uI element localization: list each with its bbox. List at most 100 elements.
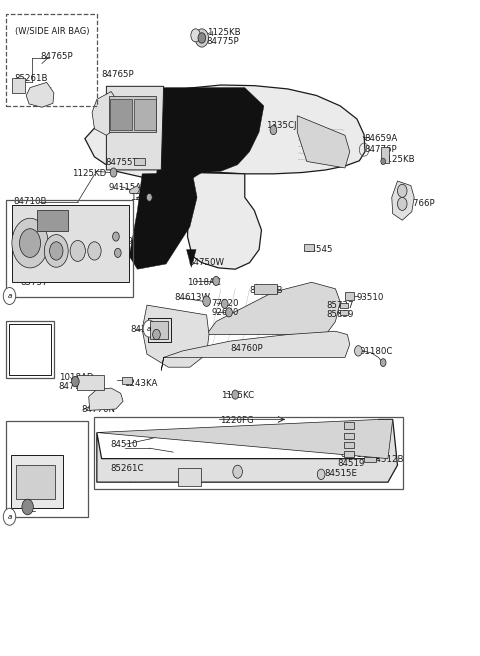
Text: a: a xyxy=(7,293,12,299)
Polygon shape xyxy=(297,115,350,168)
Circle shape xyxy=(88,242,101,260)
Text: 1125KB: 1125KB xyxy=(381,155,414,164)
Circle shape xyxy=(233,465,242,478)
Polygon shape xyxy=(129,173,197,269)
Bar xyxy=(94,417,403,489)
Polygon shape xyxy=(137,88,264,266)
Text: 1249EB: 1249EB xyxy=(72,226,106,234)
Polygon shape xyxy=(26,83,54,107)
Text: 95100G: 95100G xyxy=(24,456,58,465)
Text: 84770N: 84770N xyxy=(82,405,116,414)
Text: 1125KD: 1125KD xyxy=(72,169,106,178)
Bar xyxy=(134,98,156,130)
Circle shape xyxy=(213,276,219,285)
Polygon shape xyxy=(107,87,164,170)
Bar xyxy=(381,147,389,163)
Circle shape xyxy=(12,218,48,268)
Text: 84775P: 84775P xyxy=(206,37,239,47)
Text: 85261C: 85261C xyxy=(110,464,144,473)
Circle shape xyxy=(143,320,156,337)
Bar xyxy=(340,310,348,315)
Text: 84545: 84545 xyxy=(306,245,333,254)
Circle shape xyxy=(72,377,79,387)
Text: 1018AC: 1018AC xyxy=(188,277,221,287)
Text: 84510: 84510 xyxy=(110,440,138,449)
Circle shape xyxy=(203,296,210,306)
Circle shape xyxy=(381,158,385,165)
Circle shape xyxy=(44,235,68,267)
Circle shape xyxy=(195,29,208,47)
Bar xyxy=(148,318,171,342)
Circle shape xyxy=(380,359,386,367)
Text: 95110: 95110 xyxy=(17,483,45,492)
Text: 84750W: 84750W xyxy=(189,258,225,267)
Text: 84755T: 84755T xyxy=(106,157,138,167)
Text: 1220FG: 1220FG xyxy=(220,417,254,425)
Polygon shape xyxy=(392,181,414,220)
Text: 1249EB: 1249EB xyxy=(130,193,164,202)
Text: 84766P: 84766P xyxy=(402,199,435,209)
Polygon shape xyxy=(92,92,120,135)
Bar xyxy=(110,98,132,130)
Circle shape xyxy=(3,287,16,304)
Circle shape xyxy=(397,197,407,211)
Bar xyxy=(121,377,132,384)
Text: 1243KA: 1243KA xyxy=(123,379,157,388)
Bar xyxy=(150,321,168,339)
Polygon shape xyxy=(142,305,209,367)
Text: 93510: 93510 xyxy=(357,293,384,302)
Bar xyxy=(344,422,354,428)
Text: 94115A: 94115A xyxy=(109,183,142,192)
Polygon shape xyxy=(206,282,340,335)
Text: 84659A: 84659A xyxy=(364,134,397,143)
Polygon shape xyxy=(97,419,393,459)
Bar xyxy=(178,468,201,486)
Circle shape xyxy=(113,232,119,241)
Bar xyxy=(254,284,277,294)
Text: 84770M: 84770M xyxy=(59,382,94,391)
Bar xyxy=(9,324,51,375)
Polygon shape xyxy=(187,250,196,267)
Circle shape xyxy=(115,249,121,257)
Text: 85737: 85737 xyxy=(326,300,353,310)
Text: 85839: 85839 xyxy=(326,310,353,319)
Circle shape xyxy=(191,29,200,42)
Polygon shape xyxy=(188,173,262,269)
Text: 84515E: 84515E xyxy=(324,469,357,478)
Bar xyxy=(304,245,314,251)
Polygon shape xyxy=(97,419,397,482)
Text: 85261B: 85261B xyxy=(15,74,48,83)
Text: 84514E: 84514E xyxy=(354,440,386,449)
Bar xyxy=(6,420,88,518)
Text: 1018AD: 1018AD xyxy=(59,373,93,382)
Polygon shape xyxy=(85,85,365,178)
Text: 84760P: 84760P xyxy=(230,344,263,354)
Text: 91180C: 91180C xyxy=(360,347,393,356)
Circle shape xyxy=(49,242,63,260)
Polygon shape xyxy=(89,388,123,410)
Circle shape xyxy=(270,125,277,134)
Text: 1249EB: 1249EB xyxy=(111,237,144,246)
Bar xyxy=(6,14,97,106)
Circle shape xyxy=(3,508,16,525)
Text: 84776P: 84776P xyxy=(364,144,396,154)
Text: a: a xyxy=(7,514,12,520)
Bar xyxy=(109,96,156,132)
Circle shape xyxy=(198,33,205,43)
Bar xyxy=(345,292,354,300)
Circle shape xyxy=(153,329,160,340)
Bar xyxy=(134,158,144,165)
Bar xyxy=(344,432,354,439)
Text: 84613W: 84613W xyxy=(174,293,210,302)
Polygon shape xyxy=(77,375,104,390)
Polygon shape xyxy=(161,331,350,371)
Text: 84736B: 84736B xyxy=(250,286,283,295)
Text: 97430C: 97430C xyxy=(16,255,49,263)
Circle shape xyxy=(226,308,232,317)
Circle shape xyxy=(355,346,362,356)
Bar xyxy=(12,205,129,282)
Bar xyxy=(6,321,54,378)
Text: 84516A: 84516A xyxy=(340,449,373,459)
Circle shape xyxy=(397,184,407,197)
Polygon shape xyxy=(129,186,140,194)
